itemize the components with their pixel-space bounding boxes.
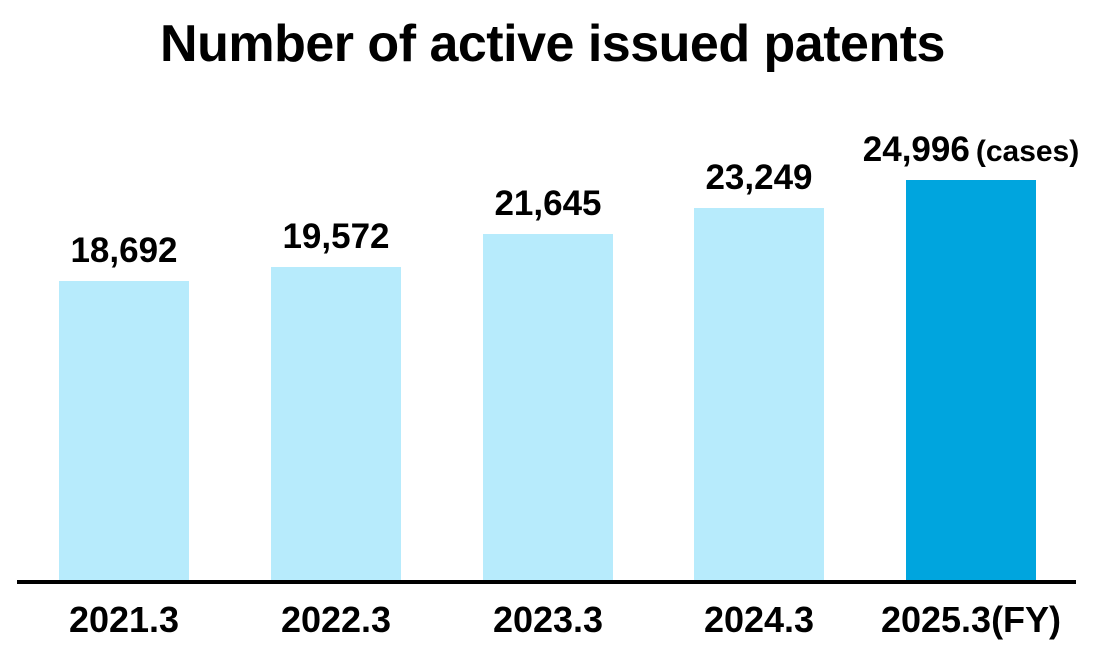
bar: [906, 180, 1036, 580]
bar-value-number: 21,645: [494, 183, 602, 223]
bar-group: 23,249 2024.3: [694, 0, 824, 656]
x-axis-line: [17, 580, 1076, 584]
bar: [483, 234, 613, 580]
bar-value-number: 18,692: [70, 230, 178, 270]
chart-title: Number of active issued patents: [160, 15, 945, 73]
bar-group: 24,996 (cases) 2025.3(FY): [863, 0, 1079, 656]
bar-value-label: 19,572: [282, 217, 389, 257]
bar-value-number: 24,996: [862, 129, 970, 169]
bar-value-label: 23,249: [705, 158, 812, 198]
x-axis-tick-label: 2023.3: [492, 599, 604, 640]
bar-value-number: 23,249: [705, 157, 813, 197]
x-axis-tick-label: 2024.3: [703, 599, 815, 640]
unit-label: (cases): [975, 134, 1080, 168]
bar-value-label: 18,692: [70, 231, 177, 271]
x-axis-tick-label: 2021.3: [68, 599, 180, 640]
bar: [271, 267, 401, 580]
bar-group: 21,645 2023.3: [483, 0, 613, 656]
bar-value-label: 24,996 (cases): [863, 130, 1079, 170]
bar-value-number: 19,572: [282, 216, 390, 256]
bar-group: 19,572 2022.3: [271, 0, 401, 656]
bar: [694, 208, 824, 580]
bar-group: 18,692 2021.3: [59, 0, 189, 656]
x-axis-tick-label: 2022.3: [280, 599, 392, 640]
x-axis-tick-label: 2025.3(FY): [880, 599, 1062, 640]
bar: [59, 281, 189, 580]
bar-value-label: 21,645: [494, 184, 601, 224]
